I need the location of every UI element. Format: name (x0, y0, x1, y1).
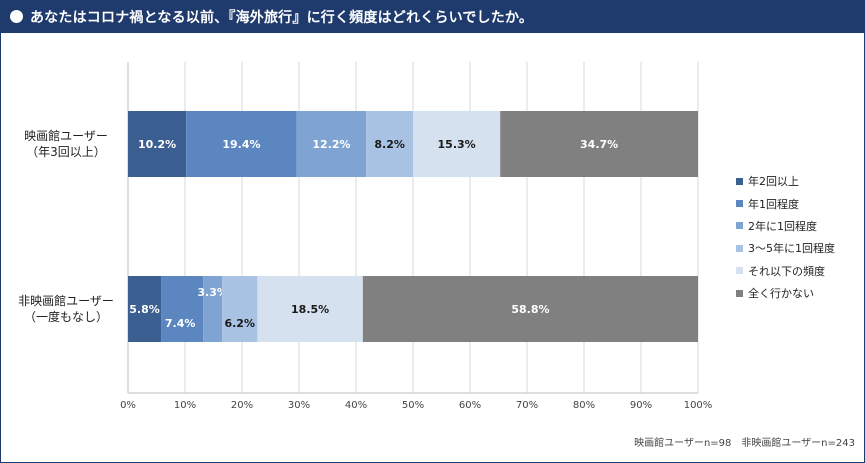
legend-label-2: 2年に1回程度 (748, 219, 817, 233)
bar-segment-1-1 (161, 276, 204, 342)
data-label-0-2: 12.2% (312, 138, 350, 151)
data-label-1-5: 58.8% (511, 303, 549, 316)
x-tick-label-4: 40% (345, 400, 367, 411)
data-label-0-5: 34.7% (580, 138, 618, 151)
bar-segment-1-5 (362, 276, 698, 342)
legend-label-5: 全く行かない (748, 287, 814, 301)
x-tick-label-7: 70% (516, 400, 538, 411)
data-label-1-4: 18.5% (291, 303, 329, 316)
bar-segment-0-1 (186, 111, 297, 177)
data-label-0-0: 10.2% (138, 138, 176, 151)
data-label-1-2: 3.3% (197, 286, 228, 299)
category-label-1: 非映画館ユーザー （一度もなし） (8, 293, 124, 325)
legend-label-1: 年1回程度 (748, 197, 799, 211)
data-label-1-1: 7.4% (165, 317, 196, 330)
legend-swatch-1 (736, 200, 743, 208)
x-tick-label-6: 60% (459, 400, 481, 411)
bar-segment-0-5 (500, 111, 698, 177)
legend-item-5: 全く行かない (736, 282, 835, 304)
legend-item-0: 年2回以上 (736, 170, 835, 192)
bar-segment-0-2 (296, 111, 367, 177)
legend-swatch-4 (736, 267, 743, 275)
category-label-0: 映画館ユーザー （年3回以上） (8, 128, 124, 160)
x-tick-label-2: 20% (231, 400, 253, 411)
legend-swatch-5 (736, 289, 743, 297)
x-tick-label-1: 10% (174, 400, 196, 411)
bar-segment-1-2 (203, 276, 223, 342)
legend-item-1: 年1回程度 (736, 192, 835, 214)
legend-label-0: 年2回以上 (748, 175, 799, 189)
data-label-0-4: 15.3% (438, 138, 476, 151)
category-label-1-line2: （一度もなし） (23, 310, 108, 324)
data-label-0-3: 8.2% (374, 138, 405, 151)
bar-segment-0-0 (128, 111, 187, 177)
legend-item-4: それ以下の頻度 (736, 260, 835, 282)
question-title: あなたはコロナ禍となる以前、『海外旅行』に行く頻度はどれくらいでしたか。 (30, 9, 534, 26)
question-header: あなたはコロナ禍となる以前、『海外旅行』に行く頻度はどれくらいでしたか。 (0, 0, 865, 33)
category-label-0-line2: （年3回以上） (26, 145, 106, 159)
bar-segment-0-4 (413, 111, 501, 177)
legend-swatch-0 (736, 177, 743, 185)
legend-label-3: 3～5年に1回程度 (748, 242, 835, 256)
x-tick-label-10: 100% (684, 400, 713, 411)
x-tick-label-3: 30% (288, 400, 310, 411)
legend-swatch-3 (736, 244, 743, 252)
x-tick-label-0: 0% (120, 400, 136, 411)
bar-segment-1-3 (222, 276, 258, 342)
legend-swatch-2 (736, 222, 743, 230)
legend-label-4: それ以下の頻度 (748, 264, 825, 278)
category-label-0-line1: 映画館ユーザー (24, 129, 108, 143)
data-label-0-1: 19.4% (222, 138, 260, 151)
bar-segment-1-4 (257, 276, 363, 342)
bar-segment-0-3 (366, 111, 413, 177)
x-tick-label-9: 90% (630, 400, 652, 411)
category-label-1-line1: 非映画館ユーザー (18, 294, 114, 308)
legend: 年2回以上 年1回程度 2年に1回程度 3～5年に1回程度 それ以下の頻度 全く… (736, 170, 835, 304)
bullet-icon (10, 10, 23, 23)
data-label-1-0: 5.8% (129, 303, 160, 316)
legend-item-3: 3～5年に1回程度 (736, 237, 835, 259)
x-tick-label-5: 50% (402, 400, 424, 411)
bar-segment-1-0 (128, 276, 162, 342)
data-label-1-3: 6.2% (224, 317, 255, 330)
sample-size-note: 映画館ユーザーn=98 非映画館ユーザーn=243 (634, 438, 855, 449)
x-tick-label-8: 80% (573, 400, 595, 411)
legend-item-2: 2年に1回程度 (736, 215, 835, 237)
